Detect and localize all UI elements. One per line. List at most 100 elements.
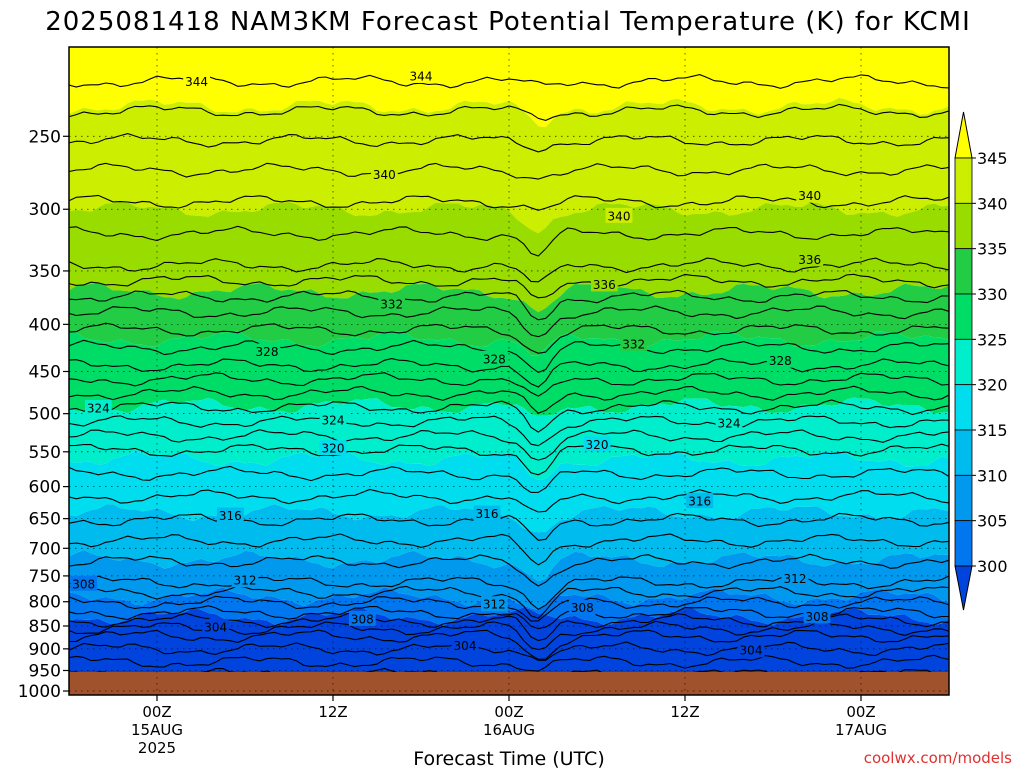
y-tick-label: 400 xyxy=(29,315,61,335)
contour-line xyxy=(69,103,949,121)
contour-line xyxy=(69,415,949,447)
contour-label: 336 xyxy=(593,278,616,292)
contour-label-bg xyxy=(216,507,244,523)
colorbar-label: 330 xyxy=(977,285,1008,304)
contour-label-bg xyxy=(319,412,347,428)
contour-label-bg xyxy=(348,610,376,626)
colorbar-label: 320 xyxy=(977,376,1008,395)
contour-label: 336 xyxy=(798,253,821,267)
contour-label: 340 xyxy=(608,209,631,223)
credit-text: coolwx.com/models xyxy=(864,749,1012,767)
x-tick-label: 00Z xyxy=(142,703,171,721)
contour-label-bg xyxy=(84,400,112,416)
contour-label: 304 xyxy=(740,644,763,658)
colorbar-label: 310 xyxy=(977,466,1008,485)
contour-label-bg xyxy=(766,352,794,368)
y-tick-label: 850 xyxy=(29,617,61,637)
contour-label-bg xyxy=(605,207,633,223)
x-tick-label: 00Z xyxy=(846,703,875,721)
colorbar-label: 340 xyxy=(977,194,1008,213)
contour-label: 308 xyxy=(351,612,374,626)
y-tick-label: 950 xyxy=(29,661,61,681)
contour-label: 332 xyxy=(380,297,403,311)
contour-label: 304 xyxy=(454,639,477,653)
contour-label-bg xyxy=(370,166,398,182)
contour-line xyxy=(69,654,949,672)
color-band xyxy=(69,330,949,416)
colorbar-segment xyxy=(954,384,973,431)
y-tick-label: 650 xyxy=(29,510,61,530)
contour-label-bg xyxy=(451,637,479,653)
contour-label-bg xyxy=(480,350,508,366)
colorbar-label: 300 xyxy=(977,557,1008,576)
contour-label-bg xyxy=(473,505,501,521)
contour-label-bg xyxy=(796,251,824,267)
contour-label-bg xyxy=(803,608,831,624)
contour-label-bg xyxy=(781,570,809,586)
y-tick-label: 750 xyxy=(29,567,61,587)
x-tick-date: 16AUG xyxy=(483,721,535,739)
y-tick-label: 300 xyxy=(29,200,61,220)
contour-line xyxy=(69,372,949,397)
y-tick-label: 1000 xyxy=(18,682,61,702)
color-band xyxy=(69,282,949,356)
color-band xyxy=(69,550,949,611)
contour-line xyxy=(69,225,949,257)
x-tick-label: 12Z xyxy=(318,703,347,721)
colorbar-label: 315 xyxy=(977,421,1008,440)
contour-label-bg xyxy=(686,493,714,509)
contour-label-bg xyxy=(70,575,98,591)
contour-label: 316 xyxy=(476,507,499,521)
color-band xyxy=(69,201,949,313)
contour-label: 308 xyxy=(571,601,594,615)
contour-line xyxy=(69,273,949,299)
y-tick-label: 900 xyxy=(29,640,61,660)
colorbar-label: 305 xyxy=(977,512,1008,531)
contour-label: 324 xyxy=(322,414,345,428)
color-band xyxy=(69,587,949,626)
contour-label-bg xyxy=(407,67,435,83)
grid-lines xyxy=(69,47,949,695)
contour-label: 320 xyxy=(322,442,345,456)
y-axis: 250 300 350 400 450 500 550 600 650 700 750 800 850 9… xyxy=(18,127,69,702)
contour-line xyxy=(69,257,949,283)
color-band xyxy=(69,47,949,128)
colorbar-extend-top xyxy=(954,111,973,159)
contour-label: 328 xyxy=(483,352,506,366)
contour-line xyxy=(69,605,949,630)
x-tick-label: 00Z xyxy=(494,703,523,721)
contour-label: 312 xyxy=(483,598,506,612)
contour-label-bg xyxy=(583,436,611,452)
color-bands xyxy=(69,47,949,695)
contour-label: 340 xyxy=(373,168,396,182)
contour-label-bg xyxy=(378,295,406,311)
contour-label: 328 xyxy=(769,354,792,368)
contour-labels: 344 344 340 340 340 336 336 332 332 328 328 328 324 3… xyxy=(70,67,831,658)
colorbar-segment xyxy=(954,157,973,204)
contour-label: 316 xyxy=(219,509,242,523)
contour-label: 332 xyxy=(622,337,645,351)
contour-line xyxy=(69,443,949,476)
color-band xyxy=(69,97,949,234)
y-tick-label: 500 xyxy=(29,405,61,425)
colorbar-segment xyxy=(954,474,973,522)
chart-title: 2025081418 NAM3KM Forecast Potential Tem… xyxy=(45,7,971,37)
x-axis-label: Forecast Time (UTC) xyxy=(413,748,604,768)
y-tick-label: 700 xyxy=(29,539,61,559)
contour-label-bg xyxy=(183,73,210,89)
colorbar-extend-bottom xyxy=(954,565,973,611)
contour-line xyxy=(69,585,949,619)
contour-line xyxy=(69,162,949,180)
y-tick-label: 250 xyxy=(29,127,61,147)
colorbar-segment xyxy=(954,248,973,295)
contour-line xyxy=(69,399,949,433)
contour-line xyxy=(69,533,949,566)
contour-label-bg xyxy=(480,596,508,612)
contour-line xyxy=(69,74,949,89)
contour-label-bg xyxy=(202,618,230,634)
contour-label-bg xyxy=(590,276,618,292)
contour-label: 328 xyxy=(256,345,279,359)
y-tick-label: 600 xyxy=(29,478,61,498)
contour-line xyxy=(69,339,949,374)
colorbar-segment xyxy=(954,338,973,386)
